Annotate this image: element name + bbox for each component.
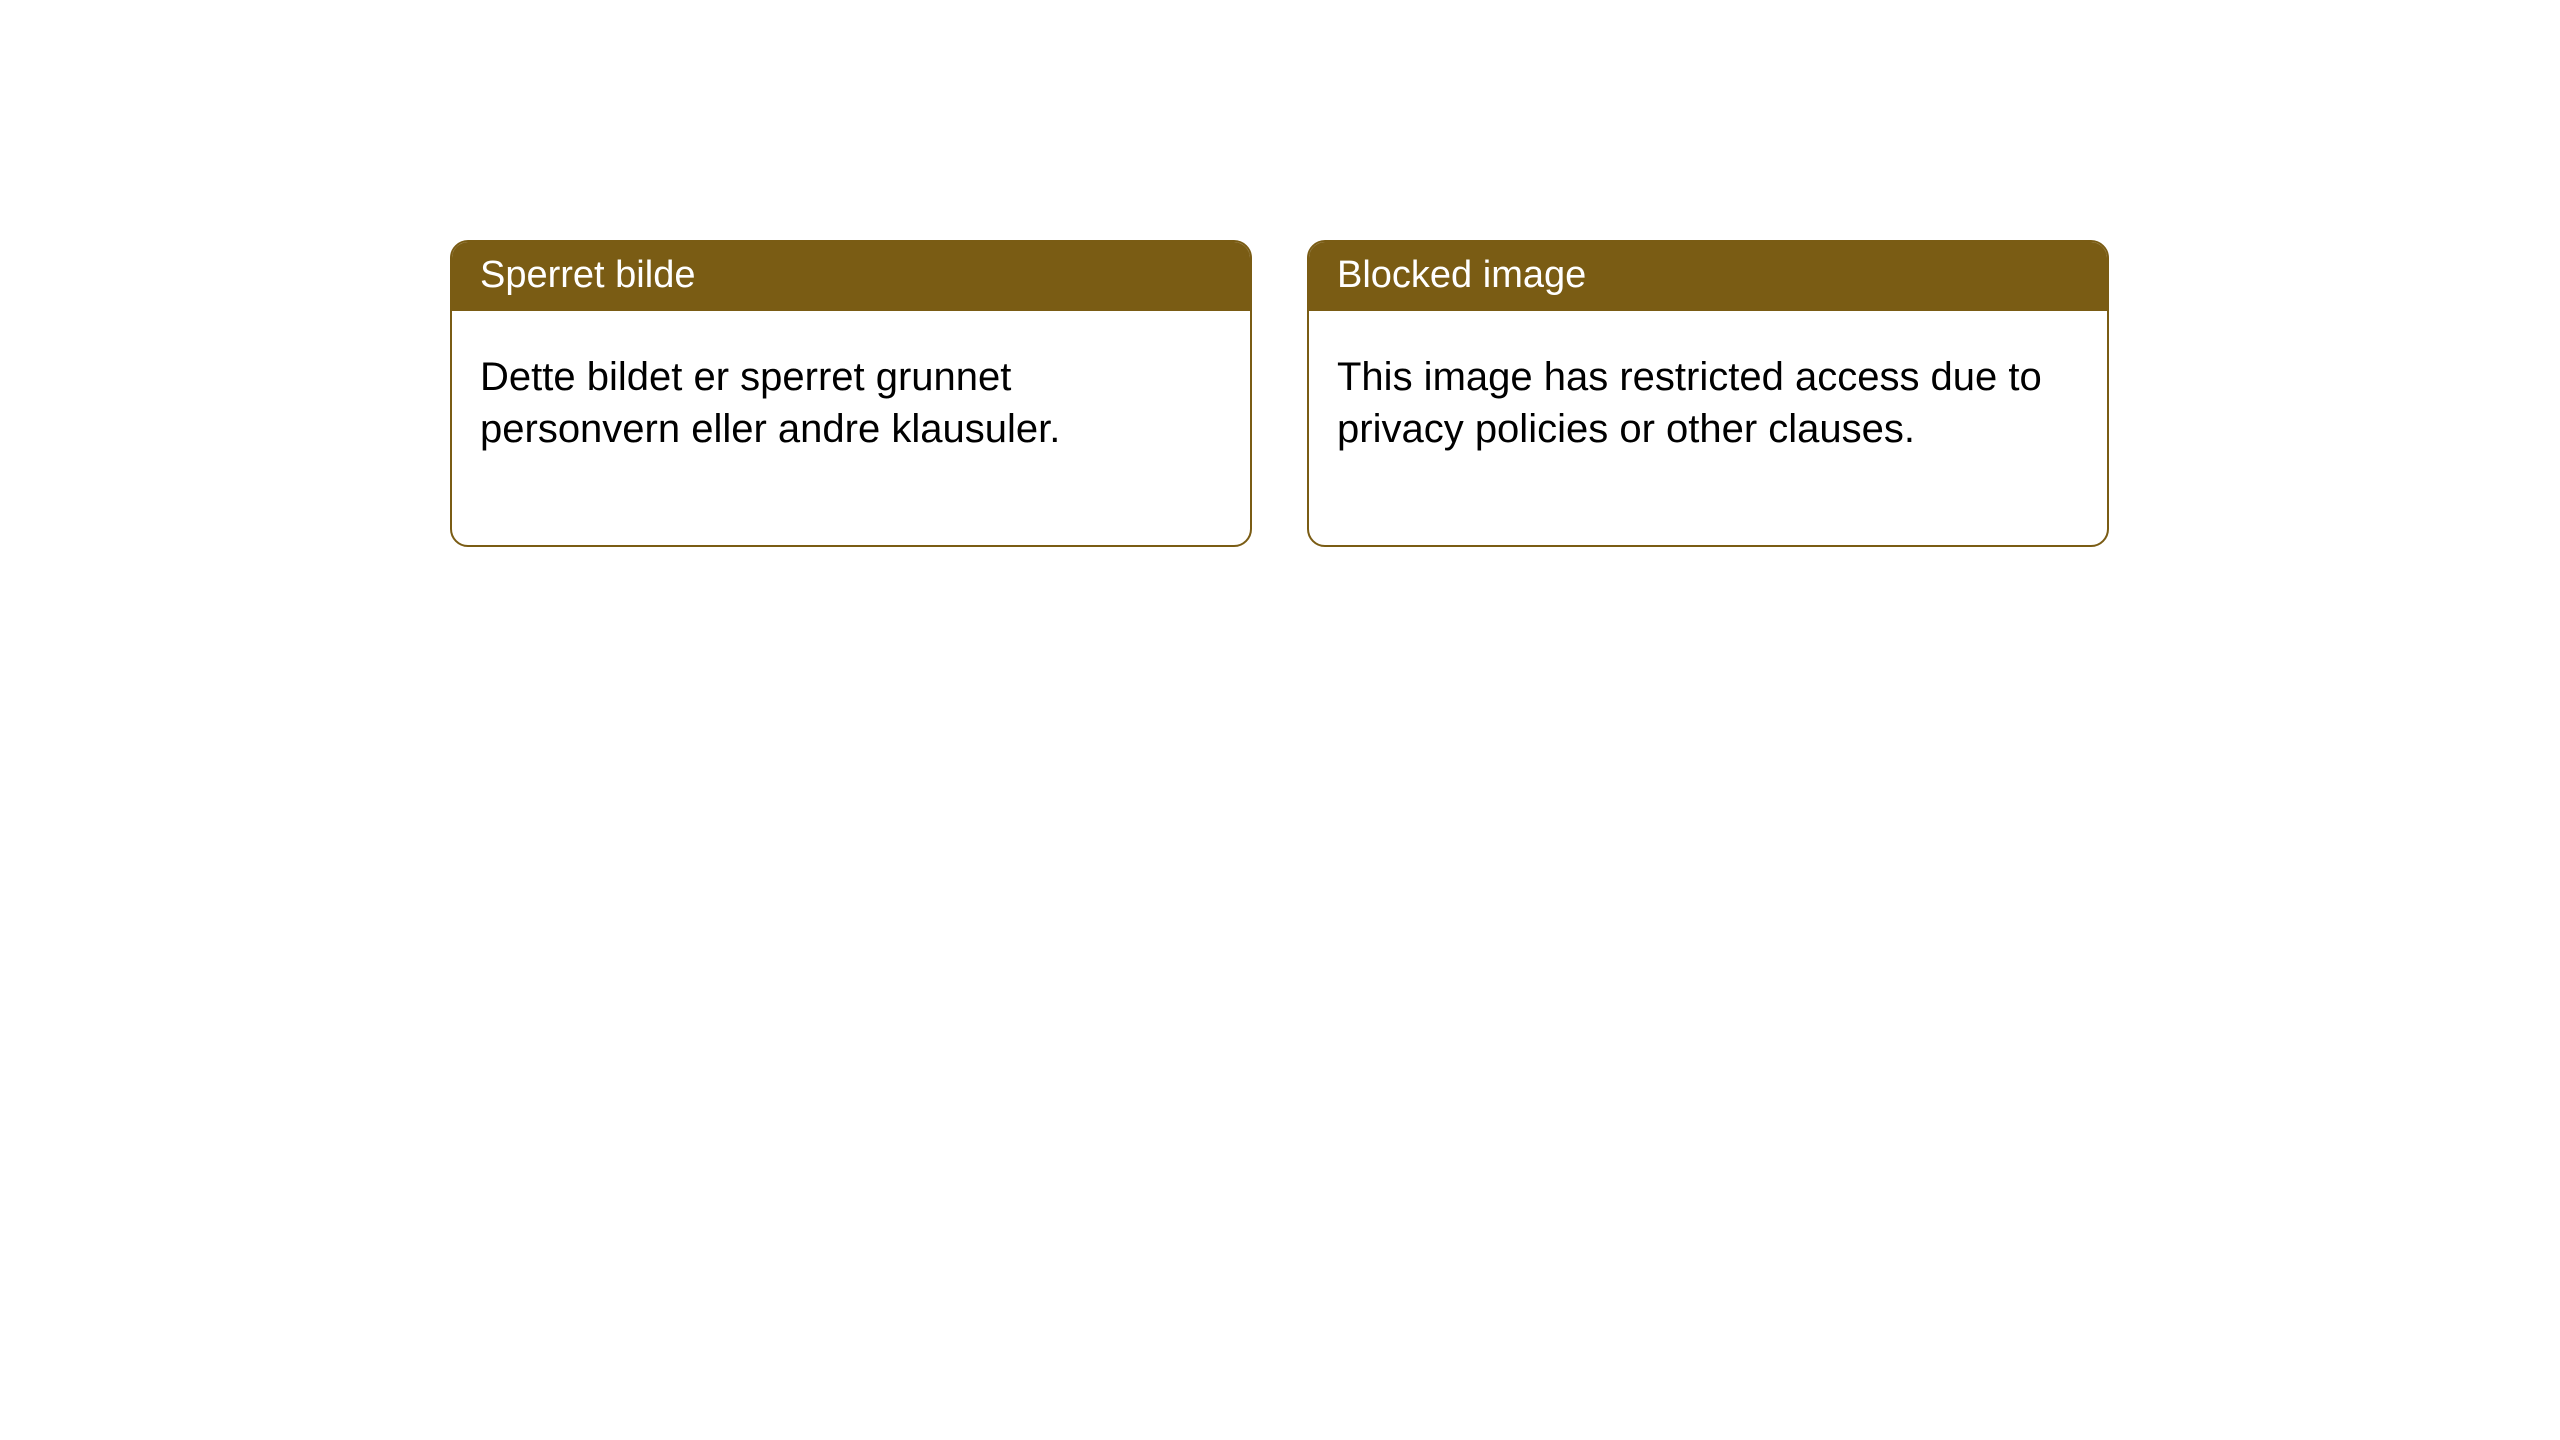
cards-container: Sperret bilde Dette bildet er sperret gr… xyxy=(0,0,2560,547)
card-header: Blocked image xyxy=(1309,242,2107,311)
blocked-image-card-en: Blocked image This image has restricted … xyxy=(1307,240,2109,547)
card-header: Sperret bilde xyxy=(452,242,1250,311)
card-body: This image has restricted access due to … xyxy=(1309,311,2107,545)
card-body: Dette bildet er sperret grunnet personve… xyxy=(452,311,1250,545)
blocked-image-card-no: Sperret bilde Dette bildet er sperret gr… xyxy=(450,240,1252,547)
